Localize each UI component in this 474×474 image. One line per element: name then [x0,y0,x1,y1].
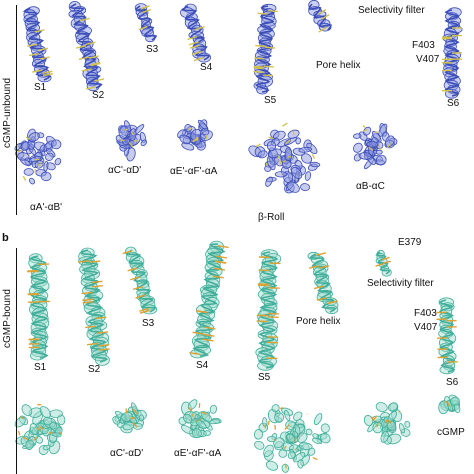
label-b-pore-helix: Pore helix [296,316,341,327]
label-b-s4: S4 [196,360,209,371]
density-b-s4 [189,240,229,359]
density-b-ae-af-aa [178,399,222,439]
label-b-cgmp: cGMP [437,427,465,438]
label-b-ae-af-aa: αE'-αF'-αA [174,448,222,459]
label-b-s6: S6 [446,377,459,388]
label-b-ac-ad: αC'-αD' [110,448,144,459]
label-a-aa-ab: αA'-αB' [30,202,63,213]
label-b-f403: F403 [414,308,437,319]
label-a-s3: S3 [146,44,159,55]
density-a-s5 [253,3,278,95]
label-a-selectivity-filter: Selectivity filter [358,5,425,16]
label-a-ae-af-aa: αE'-αF'-αA [170,166,218,177]
panel-b-side-label: cGMP-bound [2,289,13,348]
label-a-beta-roll: β-Roll [258,212,285,223]
label-b-s3: S3 [142,318,155,329]
label-b-selectivity-filter: Selectivity filter [367,278,434,289]
density-b-aa-ab [14,404,66,455]
density-a-s1 [23,6,54,83]
panel-b-letter: b [2,232,9,244]
density-a-pore-helix [308,0,332,33]
label-a-s5: S5 [264,95,277,106]
label-b-e379: E379 [398,237,422,248]
density-b-ab-ac [363,402,411,445]
label-a-pore-helix: Pore helix [316,60,361,71]
density-b-s3 [122,246,158,315]
panel-a-side-label: cGMP-unbound [2,77,13,148]
panel-b-side-rule [16,248,17,474]
density-b-s6 [436,297,458,375]
label-b-s1: S1 [34,362,47,373]
label-b-s2: S2 [88,364,101,375]
label-a-ab-ac: αB-αC [356,181,385,192]
density-b-beta-roll [253,404,331,473]
density-a-beta-roll [248,122,321,194]
density-a-s3 [134,3,158,43]
density-b-pore-helix [307,251,339,315]
label-a-s1: S1 [34,82,47,93]
density-a-s4 [180,3,212,63]
density-b-cgmp-ligand [438,394,461,415]
density-a-aa-ab [14,128,62,185]
label-a-ac-ad: αC'-αD' [108,165,142,176]
density-b-ac-ad [112,402,147,434]
panel-a-side-rule [16,5,17,215]
density-b-s1 [27,253,50,361]
label-a-v407: V407 [416,54,440,65]
density-a-s6 [442,7,463,99]
density-a-s2 [68,1,105,92]
density-a-ac-ad [115,120,147,162]
label-a-s4: S4 [200,62,213,73]
label-b-v407: V407 [414,322,438,333]
density-a-ab-ac [353,123,398,170]
label-b-s5: S5 [258,372,271,383]
label-a-f403: F403 [412,40,435,51]
label-a-s2: S2 [92,90,105,101]
density-b-s2 [78,247,110,366]
label-a-s6: S6 [447,98,460,109]
density-b-s5 [255,249,282,371]
density-b-selectivity-filter [375,249,392,277]
density-a-ae-af-aa [177,119,213,151]
